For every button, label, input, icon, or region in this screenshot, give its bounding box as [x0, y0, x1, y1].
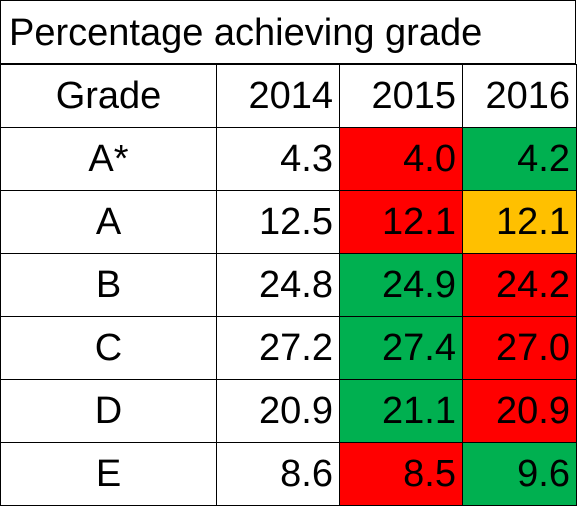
cell-2016: 20.9 — [462, 379, 577, 443]
table-row: A* 4.3 4.0 4.2 — [0, 127, 577, 191]
cell-grade: B — [0, 253, 217, 317]
table-row: D 20.9 21.1 20.9 — [0, 379, 577, 443]
grade-table: Grade 2014 2015 2016 A* 4.3 4.0 4.2 A 12.5 12.… — [0, 64, 577, 506]
cell-2016: 24.2 — [462, 253, 577, 317]
cell-2015: 8.5 — [339, 442, 463, 506]
cell-grade: D — [0, 379, 217, 443]
header-grade: Grade — [0, 64, 217, 128]
table-row: C 27.2 27.4 27.0 — [0, 316, 577, 380]
cell-grade: C — [0, 316, 217, 380]
cell-2015: 4.0 — [339, 127, 463, 191]
header-2014: 2014 — [216, 64, 340, 128]
cell-2016: 12.1 — [462, 190, 577, 254]
cell-2015: 27.4 — [339, 316, 463, 380]
cell-2014: 4.3 — [216, 127, 340, 191]
table-row: E 8.6 8.5 9.6 — [0, 442, 577, 506]
header-2016: 2016 — [462, 64, 577, 128]
cell-2014: 20.9 — [216, 379, 340, 443]
cell-2016: 4.2 — [462, 127, 577, 191]
cell-2014: 8.6 — [216, 442, 340, 506]
cell-grade: A — [0, 190, 217, 254]
cell-2015: 12.1 — [339, 190, 463, 254]
header-2015: 2015 — [339, 64, 463, 128]
cell-2014: 27.2 — [216, 316, 340, 380]
cell-2015: 21.1 — [339, 379, 463, 443]
cell-grade: E — [0, 442, 217, 506]
cell-grade: A* — [0, 127, 217, 191]
header-row: Grade 2014 2015 2016 — [0, 64, 577, 128]
cell-2014: 24.8 — [216, 253, 340, 317]
cell-2015: 24.9 — [339, 253, 463, 317]
cell-2016: 9.6 — [462, 442, 577, 506]
table-row: B 24.8 24.9 24.2 — [0, 253, 577, 317]
cell-2014: 12.5 — [216, 190, 340, 254]
table-title: Percentage achieving grade — [0, 0, 576, 64]
table-row: A 12.5 12.1 12.1 — [0, 190, 577, 254]
cell-2016: 27.0 — [462, 316, 577, 380]
